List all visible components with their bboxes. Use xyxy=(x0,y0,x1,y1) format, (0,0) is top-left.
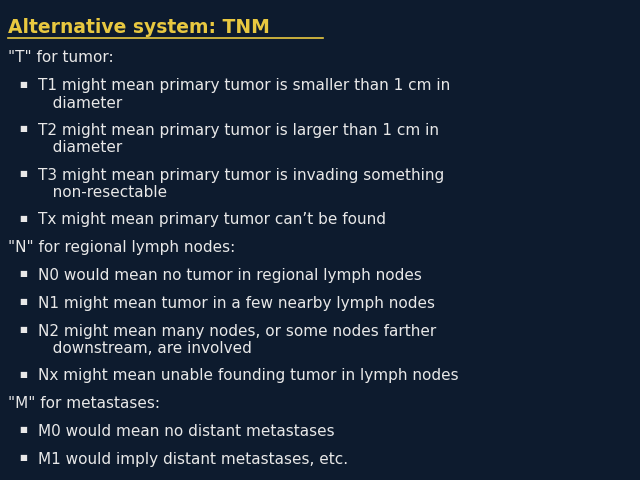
Text: T1 might mean primary tumor is smaller than 1 cm in
   diameter: T1 might mean primary tumor is smaller t… xyxy=(38,78,451,110)
Text: Nx might mean unable founding tumor in lymph nodes: Nx might mean unable founding tumor in l… xyxy=(38,368,459,383)
Text: ■: ■ xyxy=(19,80,27,89)
Text: T3 might mean primary tumor is invading something
   non-resectable: T3 might mean primary tumor is invading … xyxy=(38,168,445,200)
Text: ■: ■ xyxy=(19,325,27,334)
Text: ■: ■ xyxy=(19,453,27,462)
Text: ■: ■ xyxy=(19,124,27,133)
Text: Alternative system: TNM: Alternative system: TNM xyxy=(8,18,269,37)
Text: N1 might mean tumor in a few nearby lymph nodes: N1 might mean tumor in a few nearby lymp… xyxy=(38,296,435,311)
Text: "N" for regional lymph nodes:: "N" for regional lymph nodes: xyxy=(8,240,235,255)
Text: ■: ■ xyxy=(19,425,27,434)
Text: N0 would mean no tumor in regional lymph nodes: N0 would mean no tumor in regional lymph… xyxy=(38,268,422,283)
Text: N2 might mean many nodes, or some nodes farther
   downstream, are involved: N2 might mean many nodes, or some nodes … xyxy=(38,324,436,356)
Text: ■: ■ xyxy=(19,214,27,223)
Text: M1 would imply distant metastases, etc.: M1 would imply distant metastases, etc. xyxy=(38,452,349,467)
Text: ■: ■ xyxy=(19,269,27,278)
Text: M0 would mean no distant metastases: M0 would mean no distant metastases xyxy=(38,424,335,439)
Text: ■: ■ xyxy=(19,370,27,379)
Text: "M" for metastases:: "M" for metastases: xyxy=(8,396,160,411)
Text: "T" for tumor:: "T" for tumor: xyxy=(8,50,113,65)
Text: ■: ■ xyxy=(19,297,27,306)
Text: T2 might mean primary tumor is larger than 1 cm in
   diameter: T2 might mean primary tumor is larger th… xyxy=(38,123,440,155)
Text: ■: ■ xyxy=(19,169,27,178)
Text: Tx might mean primary tumor can’t be found: Tx might mean primary tumor can’t be fou… xyxy=(38,212,387,227)
